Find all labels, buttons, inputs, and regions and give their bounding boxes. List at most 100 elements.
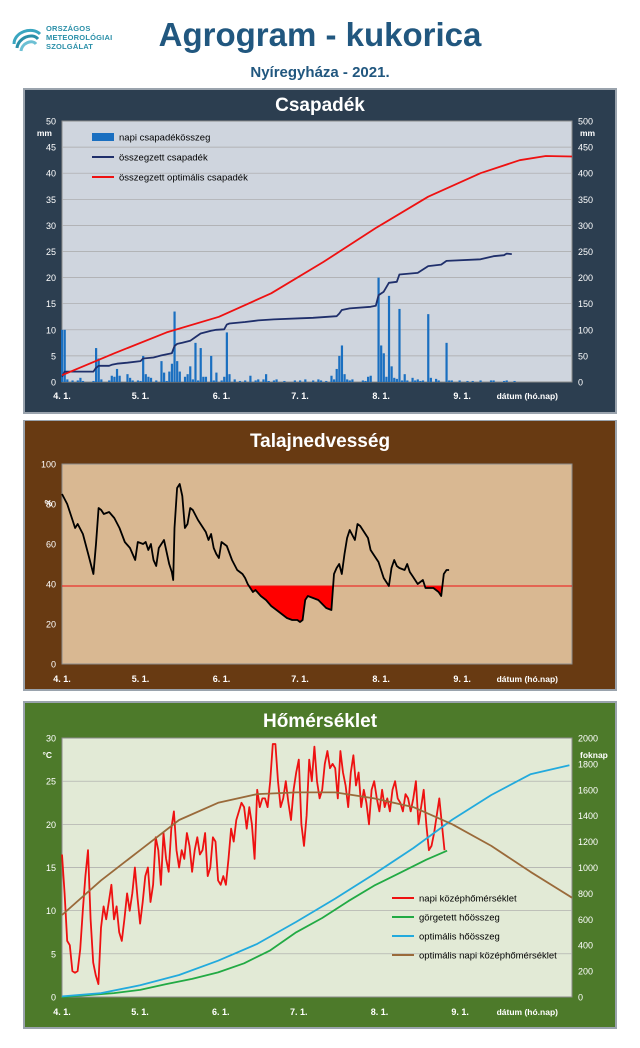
bar-napi-csapadekosszeg [220,380,223,382]
chart-title: Csapadék [275,95,365,116]
bar-napi-csapadekosszeg [503,380,506,382]
bar-napi-csapadekosszeg [71,380,74,382]
bar-napi-csapadekosszeg [108,380,111,382]
bar-napi-csapadekosszeg [92,380,95,382]
bar-napi-csapadekosszeg [387,295,391,382]
y2-tick-label: 400 [578,941,593,951]
bar-napi-csapadekosszeg [304,379,307,382]
bar-napi-csapadekosszeg [411,377,414,382]
bar-napi-csapadekosszeg [325,380,328,382]
bar-napi-csapadekosszeg [228,374,231,382]
legend-label: optimális napi középhőmérséklet [419,951,557,962]
series-line-osszegzett-optimalis-csapadek [61,155,573,377]
x-tick-label: 6. 1. [213,674,231,684]
x-tick-label: 8. 1. [371,1007,389,1017]
bar-napi-csapadekosszeg [100,379,103,382]
y2-tick-label: 200 [578,967,593,977]
bar-napi-csapadekosszeg [401,380,404,382]
bar-napi-csapadekosszeg [79,377,82,382]
y2-tick-label: 200 [578,273,593,283]
moisture-deficit-area [249,586,334,622]
x-tick-label: 8. 1. [372,391,390,401]
bar-napi-csapadekosszeg [63,329,66,382]
plot-area [61,463,573,665]
x-tick-label: 5. 1. [132,674,150,684]
bar-napi-csapadekosszeg [249,375,252,382]
bar-napi-csapadekosszeg [197,380,200,382]
bar-napi-csapadekosszeg [390,366,393,382]
bar-napi-csapadekosszeg [333,379,336,382]
y-tick-label: 0 [51,660,56,670]
x-tick-label: 9. 1. [453,674,471,684]
bar-napi-csapadekosszeg [369,375,372,382]
y-tick-label: 5 [51,949,56,959]
bar-napi-csapadekosszeg [437,380,440,382]
bar-napi-csapadekosszeg [361,380,364,382]
x-tick-label: 5. 1. [132,391,150,401]
bar-napi-csapadekosszeg [257,379,260,382]
y-tick-label: 80 [46,500,56,510]
legend-label: napi csapadékösszeg [119,133,210,144]
y-tick-label: 40 [46,580,56,590]
series-line-gorgetett-hoosszeg [61,849,448,998]
y-tick-label: 20 [46,273,56,283]
bar-napi-csapadekosszeg [398,308,401,382]
bar-napi-csapadekosszeg [136,380,140,382]
bar-napi-csapadekosszeg [81,380,85,382]
bar-napi-csapadekosszeg [191,379,194,382]
bar-napi-csapadekosszeg [283,380,286,382]
series-line-talajnedvesseg [61,483,450,623]
y2-tick-label: 1200 [578,837,598,847]
page-header: ORSZÁGOS METEOROLÓGIAI SZOLGÁLAT Agrogra… [0,0,640,86]
bar-napi-csapadekosszeg [450,380,453,382]
y2-tick-label: 2000 [578,734,598,744]
bar-napi-csapadekosszeg [380,345,383,382]
y-tick-label: 25 [46,247,56,257]
bar-napi-csapadekosszeg [299,380,302,382]
bar-napi-csapadekosszeg [429,377,432,382]
y2-tick-label: 0 [578,378,583,388]
bar-napi-csapadekosszeg [513,380,516,382]
bar-napi-csapadekosszeg [335,368,338,382]
x-tick-label: 6. 1. [212,1007,230,1017]
legend-label: optimális hőösszeg [419,932,500,943]
bar-napi-csapadekosszeg [178,371,181,382]
y-tick-label: 30 [46,221,56,231]
bar-napi-csapadekosszeg [215,372,218,382]
chart-title: Hőmérséklet [263,711,378,732]
bar-napi-csapadekosszeg [351,379,354,382]
bar-napi-csapadekosszeg [194,342,197,382]
page-title: Agrogram - kukorica [158,16,482,53]
bar-napi-csapadekosszeg [448,380,451,382]
bar-napi-csapadekosszeg [61,329,64,382]
bar-napi-csapadekosszeg [445,342,448,382]
x-tick-label: 7. 1. [291,674,309,684]
bar-napi-csapadekosszeg [293,380,296,382]
bar-napi-csapadekosszeg [427,314,430,382]
bar-napi-csapadekosszeg [66,379,69,382]
bar-napi-csapadekosszeg [170,363,174,382]
bar-napi-csapadekosszeg [160,361,163,382]
bar-napi-csapadekosszeg [223,376,226,382]
bar-napi-csapadekosszeg [272,380,276,382]
bar-napi-csapadekosszeg [479,380,482,382]
y2-tick-label: 1600 [578,785,598,795]
y2-tick-label: 300 [578,221,593,231]
x-tick-label: 5. 1. [131,1007,149,1017]
bar-napi-csapadekosszeg [142,355,145,382]
bar-napi-csapadekosszeg [204,376,208,382]
omsz-logo: ORSZÁGOS METEOROLÓGIAI SZOLGÁLAT [10,20,130,60]
x-tick-label: 4. 1. [53,1007,71,1017]
bar-napi-csapadekosszeg [186,374,189,382]
y2-tick-label: 150 [578,299,593,309]
y-tick-label: 30 [46,734,56,744]
x-axis-label: dátum (hó.nap) [497,391,559,401]
bar-napi-csapadekosszeg [118,375,121,382]
y2-tick-label: 450 [578,143,593,153]
y-tick-label: 20 [46,620,56,630]
y2-tick-label: 500 [578,117,593,127]
omsz-logo-icon [12,28,42,52]
bar-napi-csapadekosszeg [317,379,320,382]
bar-napi-csapadekosszeg [319,380,323,382]
bar-napi-csapadekosszeg [489,380,493,382]
